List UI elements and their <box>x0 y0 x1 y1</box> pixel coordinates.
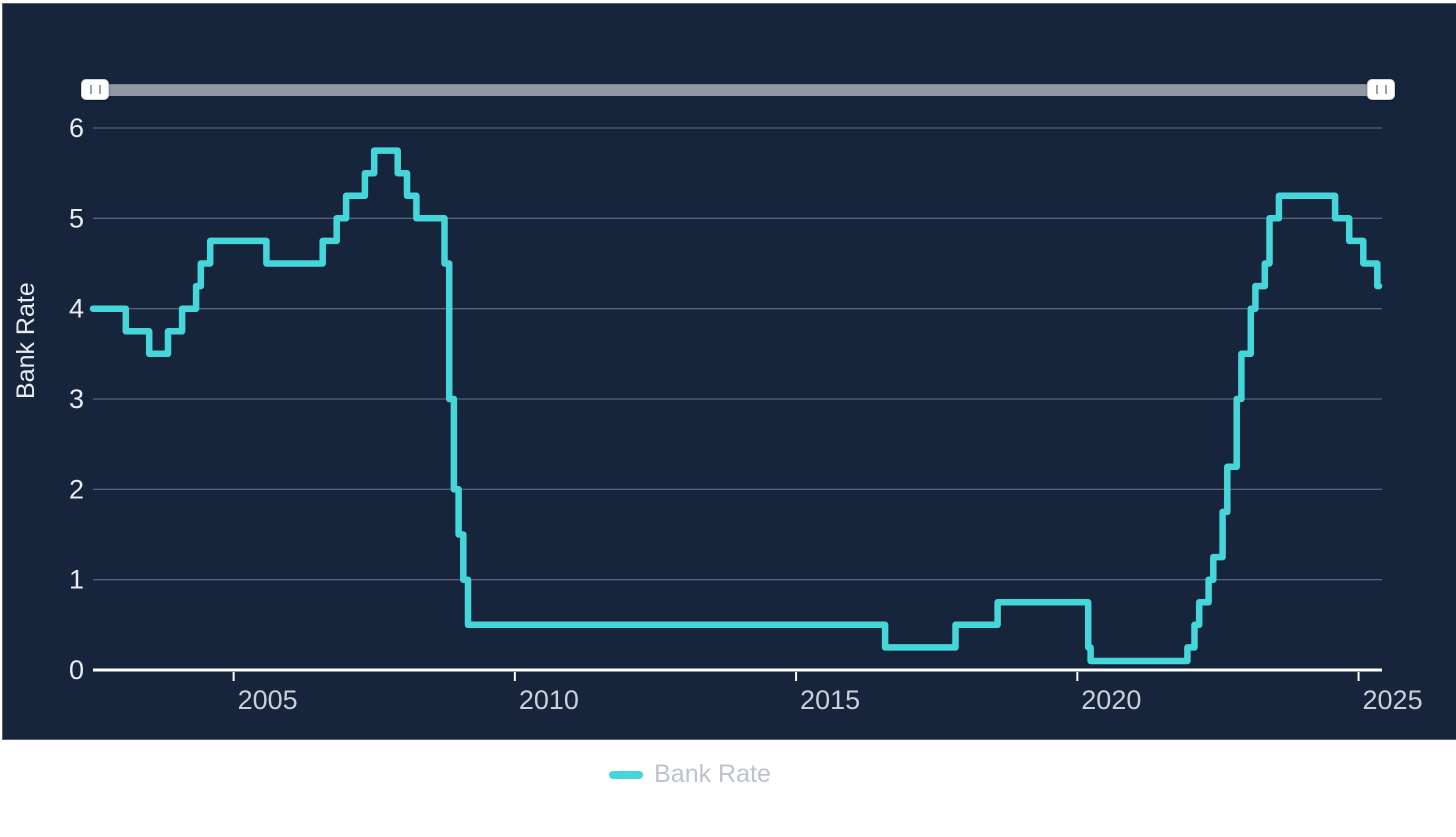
slider-handle-right[interactable] <box>1367 79 1395 100</box>
legend-swatch-icon <box>609 770 644 779</box>
legend: Bank Rate <box>0 760 1380 789</box>
legend-item-bank-rate[interactable]: Bank Rate <box>609 760 771 789</box>
slider-track[interactable] <box>95 84 1381 96</box>
chart-card <box>2 3 1456 740</box>
legend-label: Bank Rate <box>654 760 771 788</box>
drag-grip-icon <box>1375 85 1387 94</box>
drag-grip-icon <box>89 85 101 94</box>
slider-handle-left[interactable] <box>81 79 109 100</box>
